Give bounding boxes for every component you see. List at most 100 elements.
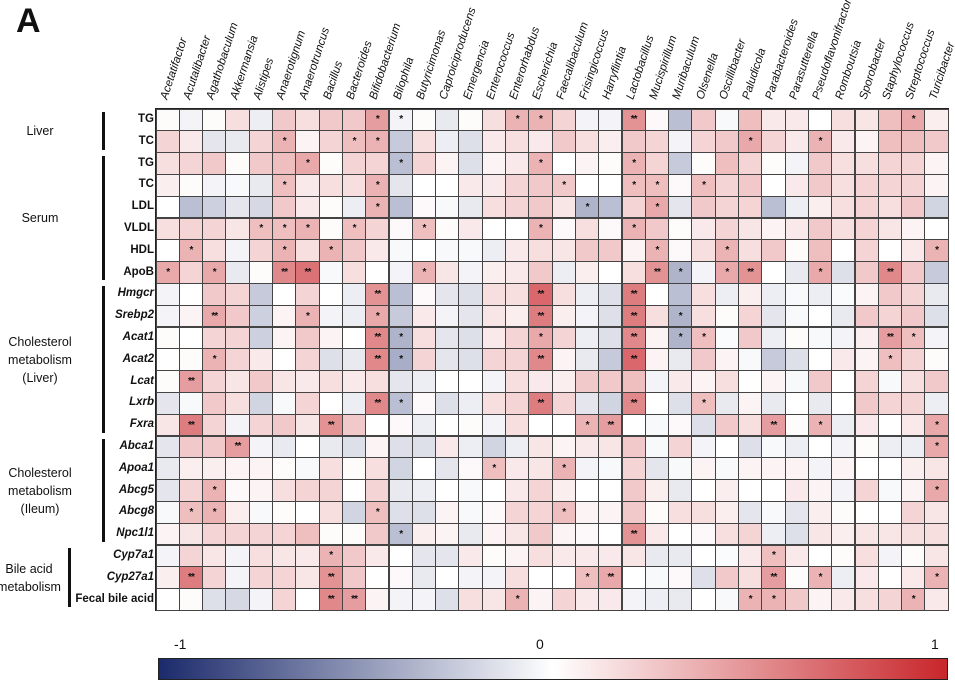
heatmap-cell	[481, 413, 506, 437]
row-label: Cyp27a1	[106, 570, 154, 583]
heatmap-cell	[481, 239, 506, 263]
heatmap-cell	[435, 435, 460, 459]
heatmap-cell	[924, 522, 949, 546]
heatmap-cell	[202, 413, 227, 437]
heatmap-cell	[528, 588, 553, 611]
heatmap-cell	[318, 522, 343, 546]
heatmap-cell	[574, 500, 600, 524]
heatmap-cell	[225, 500, 250, 524]
colorbar-tick-min: -1	[174, 636, 187, 652]
heatmap-cell	[807, 435, 833, 459]
significance-mark: **	[374, 332, 381, 344]
heatmap-cell	[668, 370, 693, 393]
heatmap-cell	[901, 566, 926, 590]
heatmap-cell	[225, 348, 250, 372]
heatmap-cell	[341, 413, 367, 437]
heatmap-cell	[295, 522, 320, 546]
significance-mark: *	[771, 593, 776, 605]
heatmap-cell	[528, 544, 553, 568]
heatmap-cell	[481, 152, 506, 175]
heatmap-cell	[388, 239, 413, 263]
heatmap-cell	[784, 282, 809, 306]
heatmap-cell	[738, 304, 763, 328]
heatmap-cell	[691, 479, 716, 502]
heatmap-cell	[738, 522, 763, 546]
heatmap-cell	[854, 173, 879, 197]
heatmap-cell: **	[318, 588, 343, 611]
heatmap-cell	[621, 370, 646, 393]
heatmap-cell	[738, 500, 763, 524]
heatmap-cell	[831, 588, 856, 611]
heatmap-cell	[924, 282, 949, 306]
row-label: TC	[138, 134, 154, 147]
heatmap-cell	[691, 217, 716, 241]
heatmap-cell	[272, 282, 297, 306]
significance-mark: *	[562, 463, 566, 475]
heatmap-cell	[225, 304, 250, 328]
heatmap-cell	[784, 370, 809, 393]
heatmap-cell	[644, 435, 670, 459]
heatmap-cell	[272, 522, 297, 546]
heatmap-cell	[272, 544, 297, 568]
heatmap-cell	[505, 435, 530, 459]
heatmap-cell	[178, 108, 204, 132]
heatmap-cell	[365, 217, 390, 241]
heatmap-cell	[807, 479, 833, 502]
heatmap-cell	[458, 173, 483, 197]
significance-mark: *	[399, 157, 403, 169]
heatmap-cell	[435, 261, 460, 284]
group-bracket	[68, 548, 71, 608]
heatmap-cell	[178, 173, 204, 197]
heatmap-cell	[318, 282, 343, 306]
heatmap-cell	[481, 566, 506, 590]
heatmap-cell	[644, 304, 670, 328]
row-label: HDL	[130, 243, 154, 256]
heatmap-cell	[668, 479, 693, 502]
heatmap-cell	[341, 108, 367, 132]
heatmap-cell	[458, 348, 483, 372]
significance-mark: *	[305, 310, 310, 322]
heatmap-cell	[854, 370, 879, 393]
heatmap-cell	[668, 544, 693, 568]
heatmap-cell	[272, 370, 297, 393]
heatmap-cell	[644, 370, 670, 393]
heatmap-cell	[155, 130, 180, 154]
heatmap-cell	[458, 326, 483, 350]
heatmap-cell	[831, 413, 856, 437]
heatmap-cell	[714, 566, 739, 590]
heatmap-cell	[365, 479, 390, 502]
heatmap-cell	[574, 108, 600, 132]
heatmap-cell	[551, 479, 576, 502]
heatmap-cell	[528, 261, 553, 284]
significance-mark: **	[537, 288, 545, 300]
heatmap-cell	[388, 435, 413, 459]
heatmap-cell: *	[272, 239, 297, 263]
heatmap-cell	[598, 326, 623, 350]
heatmap-cell	[505, 130, 530, 154]
heatmap-cell	[202, 108, 227, 132]
heatmap-cell	[435, 304, 460, 328]
heatmap-cell	[668, 239, 693, 263]
heatmap-cell	[248, 522, 273, 546]
significance-mark: *	[189, 245, 193, 257]
heatmap-cell	[318, 173, 343, 197]
heatmap-cell	[341, 370, 367, 393]
heatmap-cell: *	[365, 195, 390, 219]
heatmap-cell	[248, 588, 273, 611]
significance-mark: **	[630, 528, 638, 540]
significance-mark: *	[818, 572, 823, 584]
heatmap-cell	[225, 457, 250, 481]
heatmap-cell	[411, 239, 437, 263]
heatmap-cell	[341, 391, 367, 415]
heatmap-cell	[598, 195, 623, 219]
heatmap-cell	[691, 282, 716, 306]
heatmap-cell	[551, 195, 576, 219]
heatmap-cell	[621, 500, 646, 524]
heatmap-cell	[481, 304, 506, 328]
heatmap-cell	[738, 173, 763, 197]
significance-mark: *	[422, 266, 426, 278]
heatmap-cell	[854, 413, 879, 437]
heatmap-cell	[248, 370, 273, 393]
heatmap-cell	[574, 304, 600, 328]
heatmap-cell	[341, 326, 367, 350]
